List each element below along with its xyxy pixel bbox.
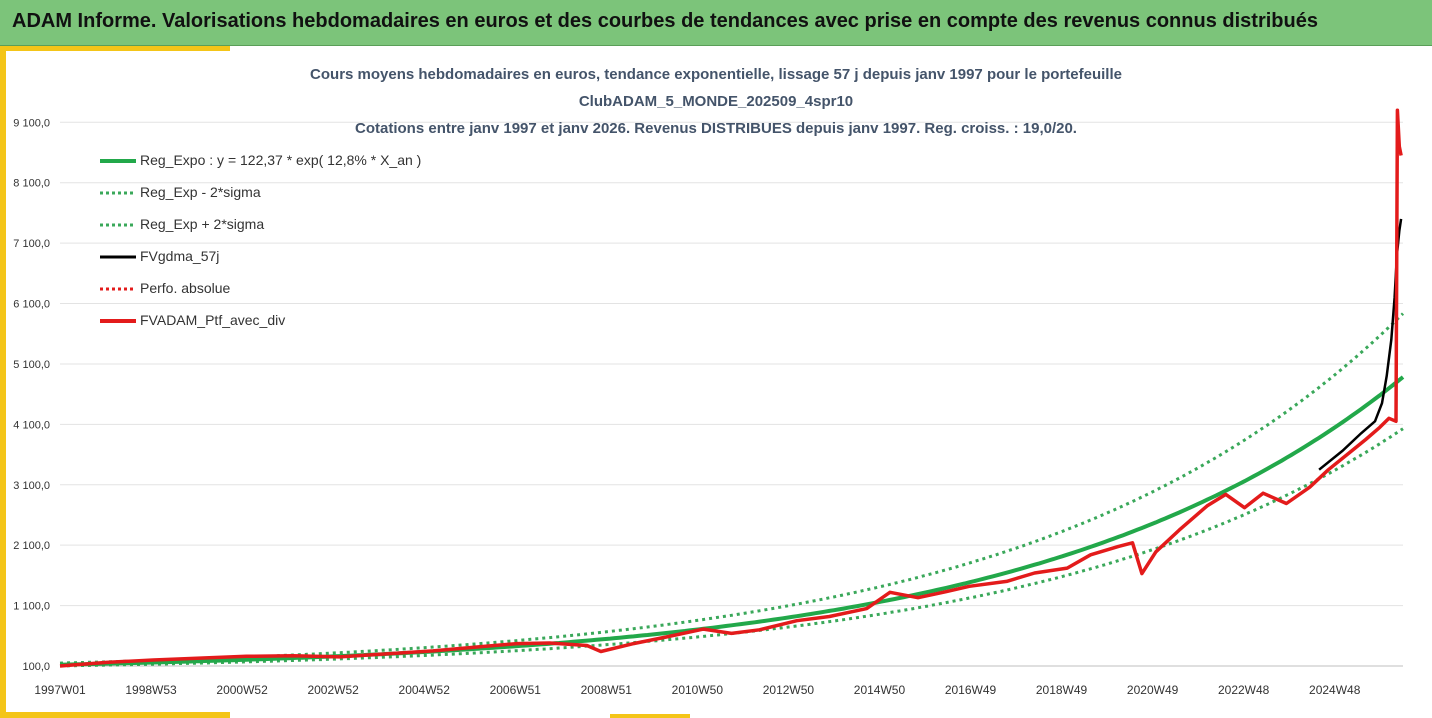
y-axis-ticks: 100,0 1 100,0 2 100,0 3 100,0 4 100,0 5 100,0… bbox=[13, 117, 50, 673]
x-tick-label: 2010W50 bbox=[672, 683, 724, 697]
x-tick-label: 2012W50 bbox=[763, 683, 815, 697]
x-tick-label: 2020W49 bbox=[1127, 683, 1179, 697]
x-tick-label: 2022W48 bbox=[1218, 683, 1270, 697]
legend-swatch-sigma-high bbox=[100, 223, 136, 227]
legend-swatch-fvadam bbox=[100, 319, 136, 323]
legend-swatch-perfo bbox=[100, 287, 136, 291]
legend-item-fvgdma: FVgdma_57j bbox=[100, 248, 440, 268]
accent-bar-left bbox=[0, 46, 6, 718]
y-tick-label: 4 100,0 bbox=[13, 419, 50, 431]
grid-lines bbox=[60, 121, 1403, 667]
accent-bar-bottom bbox=[0, 712, 230, 718]
legend-item-fvadam: FVADAM_Ptf_avec_div bbox=[100, 312, 440, 332]
x-tick-label: 2018W49 bbox=[1036, 683, 1088, 697]
legend-label-sigma-high: Reg_Exp + 2*sigma bbox=[140, 216, 265, 232]
header-banner: ADAM Informe. Valorisations hebdomadaire… bbox=[0, 0, 1432, 46]
chart-title-line-3: Cotations entre janv 1997 et janv 2026. … bbox=[355, 120, 1077, 137]
legend-label-reg-expo: Reg_Expo : y = 122,37 * exp( 12,8% * X_a… bbox=[140, 152, 422, 168]
y-tick-label: 2 100,0 bbox=[13, 540, 50, 552]
y-tick-label: 3 100,0 bbox=[13, 480, 50, 492]
legend-item-reg-expo: Reg_Expo : y = 122,37 * exp( 12,8% * X_a… bbox=[100, 152, 440, 172]
x-tick-label: 1997W01 bbox=[34, 683, 86, 697]
legend-swatch-sigma-low bbox=[100, 191, 136, 195]
x-tick-label: 2014W50 bbox=[854, 683, 906, 697]
y-tick-label: 7 100,0 bbox=[13, 238, 50, 250]
x-tick-label: 2006W51 bbox=[490, 683, 542, 697]
x-tick-label: 2008W51 bbox=[581, 683, 633, 697]
x-tick-label: 2002W52 bbox=[307, 683, 359, 697]
x-tick-label: 2016W49 bbox=[945, 683, 997, 697]
legend-label-perfo: Perfo. absolue bbox=[140, 280, 231, 296]
legend-label-fvadam: FVADAM_Ptf_avec_div bbox=[140, 312, 286, 328]
x-axis-ticks: 1997W01 1998W53 2000W52 2002W52 2004W52 2006W… bbox=[34, 683, 1360, 697]
y-tick-label: 9 100,0 bbox=[13, 117, 50, 129]
x-tick-label: 2024W48 bbox=[1309, 683, 1361, 697]
legend-swatch-reg-expo bbox=[100, 159, 136, 163]
series-fvadam-ptf-avec-div bbox=[59, 108, 1403, 668]
banner-title: ADAM Informe. Valorisations hebdomadaire… bbox=[12, 10, 1318, 32]
series-reg-exp-plus-2sigma bbox=[59, 312, 1405, 665]
series-reg-expo bbox=[60, 375, 1405, 667]
series-layer bbox=[59, 108, 1405, 668]
x-tick-label: 2004W52 bbox=[399, 683, 451, 697]
chart-title-line-1: Cours moyens hebdomadaires en euros, ten… bbox=[310, 66, 1122, 83]
legend-label-sigma-low: Reg_Exp - 2*sigma bbox=[140, 184, 261, 200]
legend-item-sigma-high: Reg_Exp + 2*sigma bbox=[100, 216, 440, 236]
y-tick-label: 6 100,0 bbox=[13, 299, 50, 311]
accent-bar-bottom-mid bbox=[610, 714, 690, 718]
legend-item-sigma-low: Reg_Exp - 2*sigma bbox=[100, 184, 440, 204]
x-tick-label: 1998W53 bbox=[125, 683, 177, 697]
y-tick-label: 5 100,0 bbox=[13, 359, 50, 371]
legend-item-perfo: Perfo. absolue bbox=[100, 280, 440, 300]
y-tick-label: 1 100,0 bbox=[13, 601, 50, 613]
chart-title-line-2: ClubADAM_5_MONDE_202509_4spr10 bbox=[578, 93, 854, 110]
legend-swatch-fvgdma bbox=[100, 255, 136, 259]
x-tick-label: 2000W52 bbox=[216, 683, 268, 697]
y-tick-label: 8 100,0 bbox=[13, 178, 50, 190]
accent-bar-top bbox=[0, 46, 230, 51]
y-tick-label: 100,0 bbox=[22, 661, 50, 673]
legend-label-fvgdma: FVgdma_57j bbox=[140, 248, 220, 264]
